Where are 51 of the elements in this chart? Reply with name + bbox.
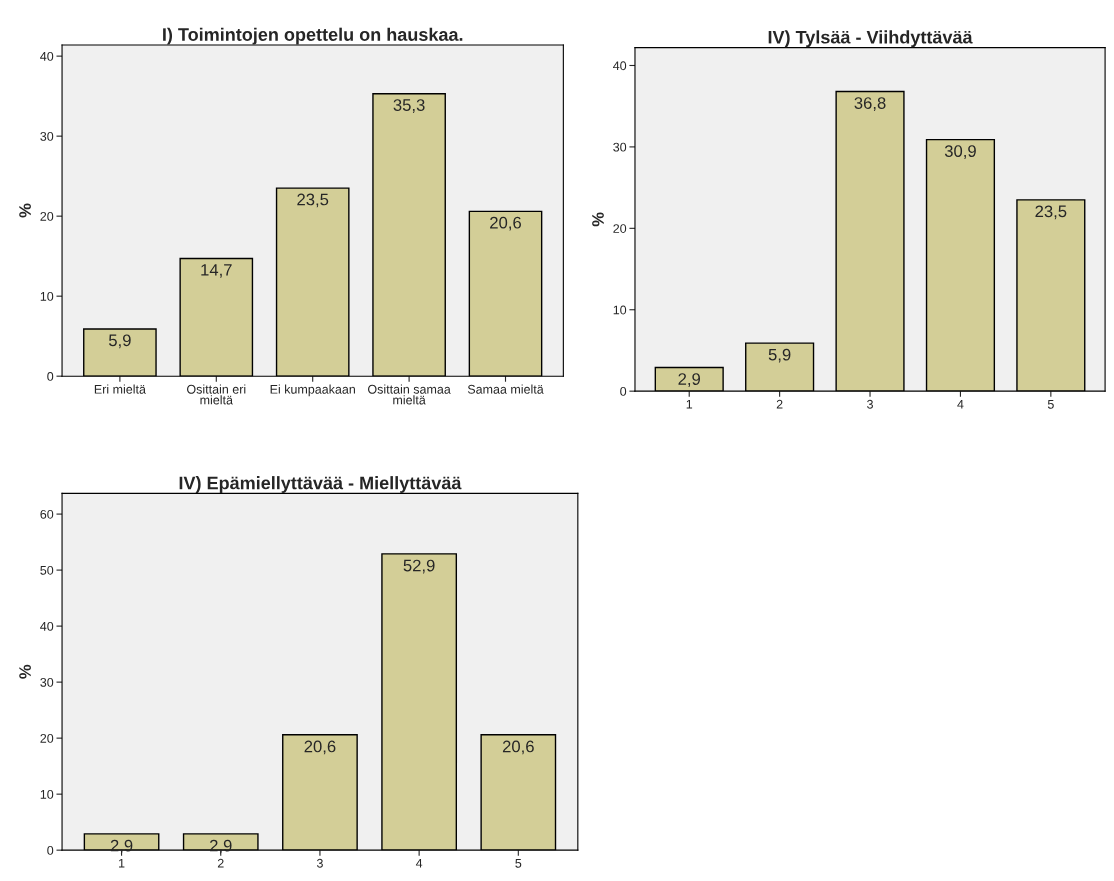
y-axis-title: % (19, 203, 31, 218)
data-label: 52,9 (403, 559, 435, 574)
x-tick-label: 5 (515, 858, 522, 868)
y-tick-label: 30 (613, 142, 627, 152)
y-axis-title: % (592, 212, 604, 227)
x-tick-label: 3 (316, 858, 323, 868)
x-tick-label: Osittain eri mieltä (187, 384, 246, 405)
y-tick-label: 20 (40, 733, 54, 743)
y-tick-label: 0 (620, 386, 627, 396)
y-tick-label: 40 (613, 61, 627, 71)
x-tick-label: 1 (119, 858, 125, 868)
y-tick-label: 0 (47, 845, 54, 855)
x-tick-label: Samaa mieltä (467, 384, 544, 394)
y-tick-label: 30 (40, 677, 54, 687)
chart-title: IV) Tylsää - Viihdyttävää (768, 30, 973, 48)
x-tick-label: Eri mieltä (94, 384, 146, 394)
data-label: 20,6 (490, 216, 521, 231)
y-tick-label: 60 (40, 509, 54, 519)
chart-title: IV) Epämiellyttävää - Miellyttävää (179, 476, 462, 493)
data-label: 20,6 (502, 740, 534, 755)
data-label: 5,9 (768, 348, 791, 363)
y-tick-label: 40 (40, 621, 54, 631)
x-tick-label: 4 (957, 399, 964, 409)
y-axis-title: % (19, 664, 31, 679)
x-tick-label: Ei kumpaakaan (270, 384, 355, 397)
data-label: 36,8 (854, 97, 886, 111)
chart-title: I) Toimintojen opettelu on hauskaa. (163, 27, 463, 45)
x-tick-label: 3 (867, 399, 873, 409)
data-label: 23,5 (1035, 205, 1067, 220)
data-label: 5,9 (108, 334, 131, 349)
x-tick-label: 2 (217, 858, 224, 868)
x-tick-label: 4 (415, 858, 423, 868)
y-tick-label: 20 (613, 224, 627, 233)
y-tick-label: 50 (40, 565, 54, 575)
x-tick-label: Osittain samaa mieltä (368, 384, 451, 405)
y-tick-label: 40 (40, 51, 54, 61)
data-label: 20,6 (304, 740, 336, 755)
data-label: 2,9 (678, 373, 701, 387)
y-tick-label: 20 (40, 211, 54, 221)
y-tick-label: 30 (40, 131, 54, 141)
x-tick-label: 5 (1047, 399, 1054, 409)
y-tick-label: 10 (613, 305, 627, 315)
y-tick-label: 10 (40, 291, 54, 301)
data-label: 23,5 (297, 193, 329, 208)
x-tick-label: 2 (776, 399, 783, 409)
x-tick-label: 1 (686, 399, 693, 409)
y-tick-label: 0 (47, 371, 54, 381)
y-tick-label: 10 (40, 789, 54, 799)
data-label: 14,7 (201, 264, 232, 278)
data-label: 30,9 (944, 145, 976, 159)
data-label: 35,3 (393, 99, 425, 113)
